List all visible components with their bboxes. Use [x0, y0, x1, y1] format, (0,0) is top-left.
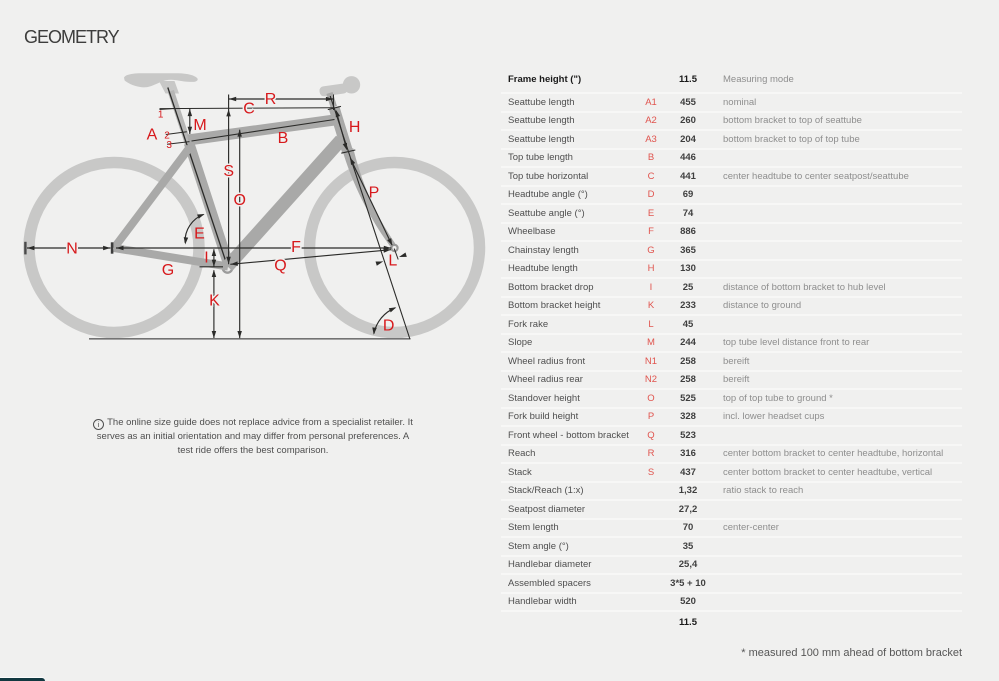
svg-text:R: R [265, 91, 277, 108]
svg-text:N: N [66, 241, 78, 258]
svg-text:M: M [193, 117, 206, 134]
svg-text:G: G [162, 262, 174, 279]
svg-text:D: D [383, 318, 395, 335]
svg-text:S: S [223, 163, 234, 180]
svg-text:C: C [243, 101, 255, 118]
svg-text:E: E [194, 226, 205, 243]
svg-text:O: O [233, 192, 245, 209]
svg-text:A: A [147, 127, 158, 144]
svg-text:Q: Q [274, 257, 286, 274]
svg-text:H: H [349, 119, 361, 136]
svg-text:B: B [278, 130, 289, 147]
svg-text:F: F [291, 239, 301, 256]
svg-text:I: I [204, 250, 208, 267]
svg-text:2: 2 [164, 131, 170, 142]
svg-text:3: 3 [166, 140, 172, 151]
svg-text:P: P [369, 185, 380, 202]
svg-text:L: L [388, 253, 397, 270]
svg-text:1: 1 [158, 110, 164, 121]
svg-text:K: K [209, 293, 220, 310]
